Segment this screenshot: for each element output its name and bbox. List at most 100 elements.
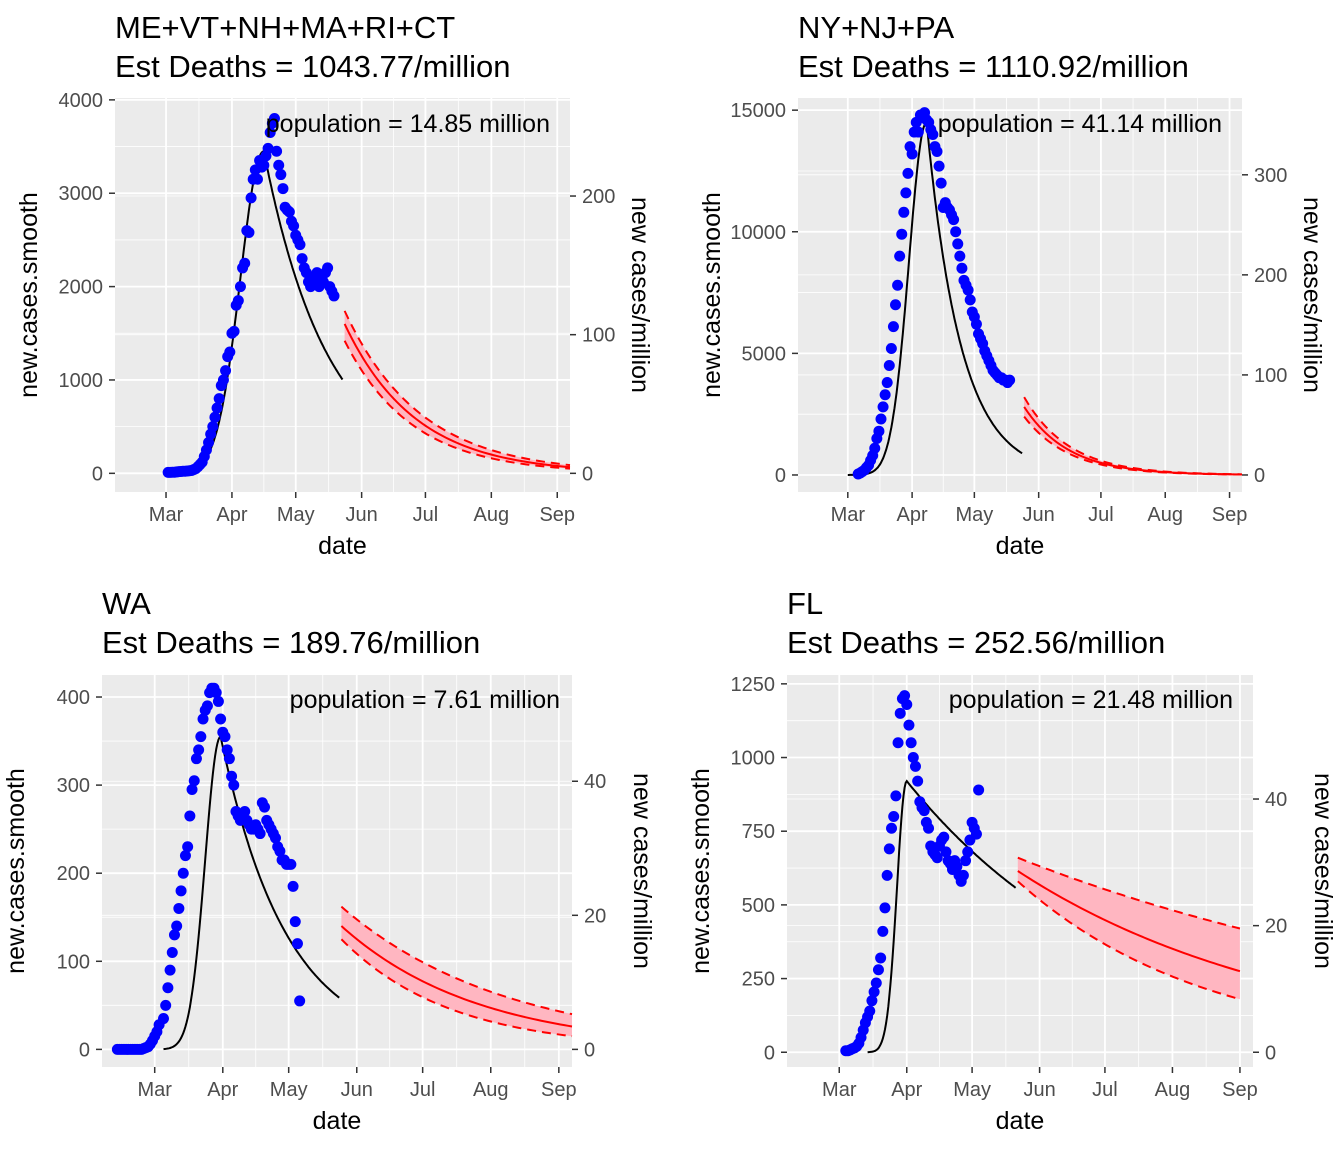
panel-1-data-point: [251, 173, 263, 185]
panel-2-x-tick-label: Aug: [1147, 504, 1183, 526]
panel-2-data-point: [906, 148, 918, 160]
panel-1-data-point: [207, 421, 219, 433]
panel-4-y2-axis-label: new cases/million: [1309, 773, 1337, 969]
panel-4-x-tick-label: May: [953, 1079, 991, 1101]
panel-4-x-tick-label: Mar: [822, 1079, 857, 1101]
panel-3-data-point: [294, 995, 306, 1007]
panel-2-x-tick-label: Apr: [897, 504, 928, 526]
panel-4-y-tick-label: 1250: [731, 674, 776, 696]
panel-1-y2-tick-label: 0: [582, 463, 593, 485]
panel-1-data-point: [228, 325, 240, 337]
panel-3-data-point: [274, 845, 286, 857]
panel-3-y-tick-label: 300: [57, 775, 90, 797]
panel-4-data-point: [879, 902, 891, 914]
panel-4-projection-band: [1017, 857, 1240, 1000]
panel-4-projection-center: [1017, 870, 1241, 973]
panel-3-gridlines: [102, 675, 572, 1067]
panel-4-data-point: [901, 698, 913, 710]
panel-4-data-point: [923, 822, 935, 834]
panel-3-data-point: [197, 713, 209, 725]
panel-4-data-point: [868, 986, 880, 998]
panel-2-y-axis-label: new.cases.smooth: [698, 192, 726, 398]
panel-1-x-tick-label: May: [277, 504, 315, 526]
panel-4-y2-tick-label: 0: [1265, 1042, 1276, 1064]
panel-2-observed-points: [852, 107, 1016, 480]
panel-4-data-point: [938, 831, 950, 843]
panel-4-data-point: [909, 760, 921, 772]
panel-4-y-tick-label: 250: [742, 969, 775, 991]
panel-4-data-point: [973, 784, 985, 796]
panel-2-data-point: [875, 413, 887, 425]
panel-4-projection-upper: [1017, 856, 1241, 930]
panel-3-y2-tick-label: 0: [584, 1039, 595, 1061]
panel-2: NY+NJ+PA Est Deaths = 1110.92/million popu…: [698, 10, 1326, 560]
panel-2-population-annotation: population = 41.14 million: [938, 110, 1222, 138]
panel-2-data-point: [970, 318, 982, 330]
panel-3-data-point: [287, 880, 299, 892]
panel-1-data-point: [294, 239, 306, 251]
panel-1-title: ME+VT+NH+MA+RI+CT: [115, 10, 455, 45]
panel-2-projection-center: [1023, 406, 1243, 476]
panel-4-data-point: [866, 995, 878, 1007]
panel-3-data-point: [193, 744, 205, 756]
panel-1-data-point: [232, 295, 244, 307]
panel-2-data-point: [894, 250, 906, 262]
panel-3-data-point: [184, 810, 196, 822]
panel-1-y-tick-label: 0: [92, 463, 103, 485]
panel-2-y-tick-label: 5000: [742, 343, 787, 365]
panel-2-gridlines: [798, 98, 1242, 492]
panel-2-plot-background: [798, 98, 1242, 492]
panel-2-data-point: [881, 377, 893, 389]
panel-1-data-point: [296, 253, 308, 265]
panel-4-data-point: [903, 719, 915, 731]
panel-3-title: WA: [102, 586, 151, 621]
panel-3-data-point: [259, 801, 271, 813]
panel-2-data-point: [869, 442, 881, 454]
panel-2-y2-tick-label: 200: [1254, 265, 1287, 287]
panel-4-data-point: [940, 846, 952, 858]
panel-3-projection-band: [341, 906, 572, 1037]
panel-2-data-point: [956, 262, 968, 274]
panel-3-x-tick-label: Apr: [207, 1079, 238, 1101]
panel-3-population-annotation: population = 7.61 million: [290, 686, 560, 714]
panel-4-data-point: [905, 737, 917, 749]
panel-1-y-tick-label: 3000: [59, 183, 104, 205]
panel-2-data-point: [948, 214, 960, 226]
panel-3-y-tick-label: 400: [57, 687, 90, 709]
panel-2-data-point: [873, 425, 885, 437]
panel-4-data-point: [883, 843, 895, 855]
panel-2-y2-tick-label: 0: [1254, 465, 1265, 487]
panel-4-data-point: [870, 977, 882, 989]
panel-1-data-point: [217, 374, 229, 386]
panel-3-x-tick-label: May: [270, 1079, 308, 1101]
panel-3-data-point: [182, 841, 194, 853]
panel-3-data-point: [226, 770, 238, 782]
panel-1-data-point: [239, 257, 251, 269]
panel-4-data-point: [970, 828, 982, 840]
panel-3-data-point: [164, 964, 176, 976]
panel-1-data-point: [209, 411, 221, 423]
panel-4-data-point: [918, 805, 930, 817]
panel-2-data-point: [962, 284, 974, 296]
panel-1-gridlines: [115, 98, 570, 492]
panel-2-data-point: [898, 206, 910, 218]
panel-4-population-annotation: population = 21.48 million: [949, 686, 1233, 714]
panel-3-y-tick-label: 0: [79, 1039, 90, 1061]
panel-1-data-point: [288, 220, 300, 232]
panel-2-data-point: [950, 226, 962, 238]
panel-1-projection-lower: [343, 340, 571, 470]
panel-3-projection-lower: [340, 938, 573, 1038]
panel-3-y-tick-label: 100: [57, 951, 90, 973]
panel-4-data-point: [907, 752, 919, 764]
panel-4-x-tick-label: Jun: [1023, 1079, 1055, 1101]
panel-4-observed-points: [840, 690, 985, 1057]
panel-3-data-point: [215, 713, 227, 725]
panel-4-data-point: [894, 707, 906, 719]
panel-1-data-point: [211, 402, 223, 414]
panel-3-data-point: [179, 850, 191, 862]
panel-1-x-tick-label: Sep: [539, 504, 575, 526]
panel-3-data-point: [223, 753, 235, 765]
panel-1-data-point: [283, 206, 295, 218]
